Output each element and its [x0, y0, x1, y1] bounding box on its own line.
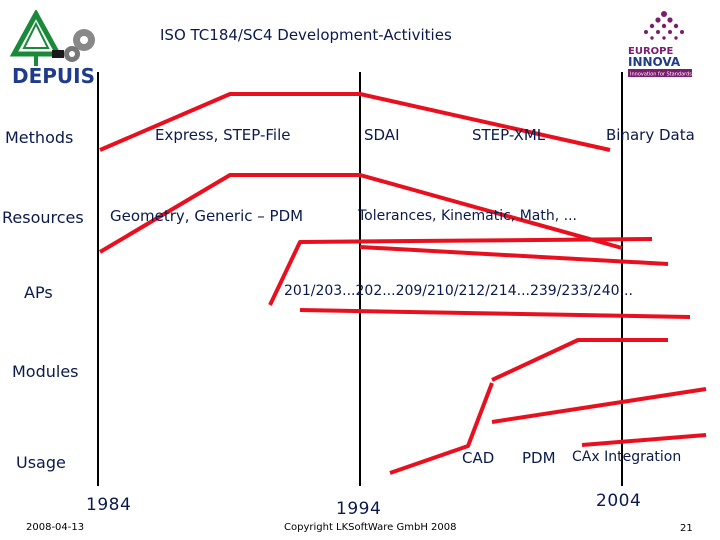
- aps-trend-line-b: [299, 308, 691, 319]
- aps-trend-line-a: [268, 237, 653, 306]
- year-label-1994: 1994: [336, 499, 382, 519]
- aps-list: 201/203...202...209/210/212/214...239/23…: [284, 283, 633, 299]
- modules-trend-line-b: [491, 387, 707, 424]
- method-binary-data: Binary Data: [606, 126, 695, 144]
- year-label-2004: 2004: [596, 491, 642, 511]
- usage-cax-integration: CAx Integration: [572, 449, 682, 465]
- resources-trend-line-b: [359, 245, 669, 266]
- usage-pdm: PDM: [522, 449, 556, 467]
- row-label-aps: APs: [24, 283, 53, 302]
- row-label-modules: Modules: [12, 362, 79, 381]
- usage-cad: CAD: [462, 449, 495, 467]
- usage-trend-line-a: [389, 382, 494, 475]
- row-label-usage: Usage: [16, 453, 66, 472]
- year-label-1984: 1984: [86, 495, 132, 515]
- depuis-logo-text: DEPUIS: [12, 64, 95, 88]
- footer-copyright: Copyright LKSoftWare GmbH 2008: [284, 522, 457, 533]
- depuis-logo: DEPUIS: [9, 10, 95, 88]
- europe-innova-line1: EUROPE: [628, 46, 673, 57]
- footer-date: 2008-04-13: [26, 522, 85, 533]
- resource-geometry-generic-pdm: Geometry, Generic – PDM: [110, 207, 304, 225]
- methods-trend-line: [99, 92, 611, 152]
- row-label-methods: Methods: [5, 128, 74, 147]
- footer-page-number: 21: [680, 523, 693, 534]
- resources-trend-line-a: [98, 173, 623, 254]
- modules-trend-line-a: [491, 338, 668, 382]
- page-title: ISO TC184/SC4 Development-Activities: [160, 26, 452, 44]
- row-label-resources: Resources: [2, 208, 84, 227]
- method-express-step-file: Express, STEP-File: [155, 126, 291, 144]
- europe-innova-line2: INNOVA: [628, 55, 681, 69]
- method-sdai: SDAI: [364, 126, 400, 144]
- europe-innova-tagline: Innovation for Standards: [630, 72, 692, 78]
- europe-innova-logo: EUROPE INNOVA Innovation for Standards: [628, 11, 692, 78]
- method-step-xml: STEP-XML: [472, 126, 546, 144]
- usage-trend-line-b: [581, 433, 707, 447]
- resource-tolerances: Tolerances, Kinematic, Math, ...: [358, 208, 577, 224]
